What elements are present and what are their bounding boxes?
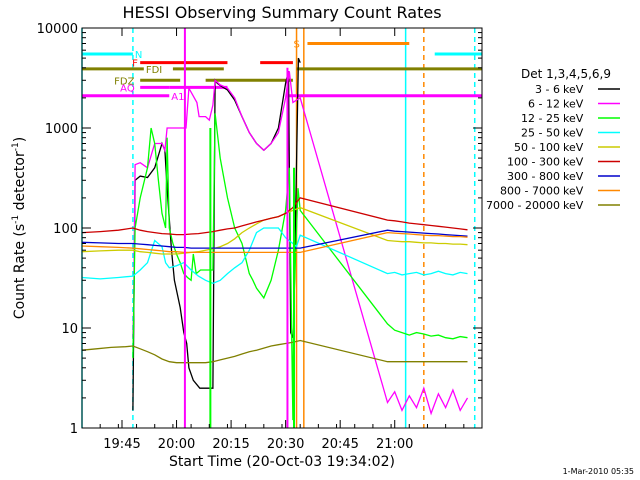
legend-item-6-12-kev: 6 - 12 keV — [528, 98, 620, 111]
svg-text:keV: keV — [563, 83, 584, 96]
legend-item-3-6-kev: 3 - 6 keV — [535, 83, 620, 96]
flag-label-n: N — [135, 50, 142, 61]
legend-item-100-300-kev: 100 - 300 keV — [507, 156, 620, 169]
y-tick-label: 1000 — [45, 122, 78, 137]
svg-text:keV: keV — [563, 127, 584, 140]
x-tick-label: 20:15 — [212, 437, 249, 452]
flag-label-fdi: FDI — [146, 65, 162, 76]
series-300-800-kev — [81, 229, 468, 249]
y-tick-label: 10000 — [37, 22, 78, 37]
y-tick-label: 10 — [61, 322, 78, 337]
flag-label-fdz: FDZ — [114, 76, 134, 87]
svg-text:keV: keV — [563, 156, 584, 169]
legend-item-7000-20000-kev: 7000 - 20000 keV — [486, 199, 620, 212]
y-tick-label: 100 — [53, 222, 78, 237]
series-800-7000-kev — [81, 231, 468, 254]
series-100-300-kev — [81, 197, 468, 236]
svg-text:keV: keV — [563, 185, 584, 198]
svg-text:300 - 800: 300 - 800 — [507, 170, 560, 183]
x-axis: 19:45 20:00 20:15 20:30 20:45 21:00 — [81, 28, 483, 452]
x-axis-label: Start Time (20-Oct-03 19:34:02) — [169, 454, 395, 470]
x-tick-label: 20:30 — [267, 437, 304, 452]
svg-text:keV: keV — [563, 98, 584, 111]
legend-item-50-100-kev: 50 - 100 keV — [514, 141, 620, 154]
flag-label-s: S — [293, 39, 299, 50]
flag-label-f: F — [132, 59, 138, 70]
series-7000-20000-kev — [81, 339, 468, 364]
series-50-100-kev — [81, 206, 468, 255]
y-axis: 1 10 100 1000 10000 — [37, 22, 482, 437]
svg-text:3 - 6: 3 - 6 — [535, 83, 560, 96]
series-12-25-kev — [132, 113, 468, 421]
svg-text:100 - 300: 100 - 300 — [507, 156, 560, 169]
timestamp: 1-Mar-2010 05:35 — [563, 467, 634, 476]
legend-item-300-800-kev: 300 - 800 keV — [507, 170, 620, 183]
svg-text:25 - 50: 25 - 50 — [521, 127, 560, 140]
svg-text:800 - 7000: 800 - 7000 — [500, 185, 560, 198]
x-tick-label: 20:45 — [321, 437, 358, 452]
svg-text:7000 - 20000: 7000 - 20000 — [486, 199, 560, 212]
svg-text:50 - 100: 50 - 100 — [514, 141, 560, 154]
series-25-50-kev — [81, 227, 468, 285]
svg-text:6 - 12: 6 - 12 — [528, 98, 560, 111]
svg-text:keV: keV — [563, 170, 584, 183]
series-3-6-kev — [132, 57, 301, 411]
flag-label-a1: A1 — [171, 92, 184, 103]
legend-item-12-25-kev: 12 - 25 keV — [521, 112, 620, 125]
x-tick-label: 21:00 — [376, 437, 413, 452]
svg-text:keV: keV — [563, 199, 584, 212]
y-axis-label: Count Rate (s-1 detector-1) — [11, 137, 28, 319]
series-6-12-kev — [132, 71, 469, 416]
x-tick-label: 20:00 — [158, 437, 195, 452]
svg-text:12 - 25: 12 - 25 — [521, 112, 560, 125]
svg-text:keV: keV — [563, 112, 584, 125]
legend-item-25-50-kev: 25 - 50 keV — [521, 127, 620, 140]
x-tick-label: 19:45 — [103, 437, 140, 452]
legend-item-800-7000-kev: 800 - 7000 keV — [500, 185, 620, 198]
chart-title: HESSI Observing Summary Count Rates — [122, 3, 441, 22]
y-tick-label: 1 — [70, 422, 78, 437]
flag-label-aq: AQ — [120, 83, 135, 94]
legend-title: Det 1,3,4,5,6,9 — [521, 67, 611, 81]
svg-text:keV: keV — [563, 141, 584, 154]
